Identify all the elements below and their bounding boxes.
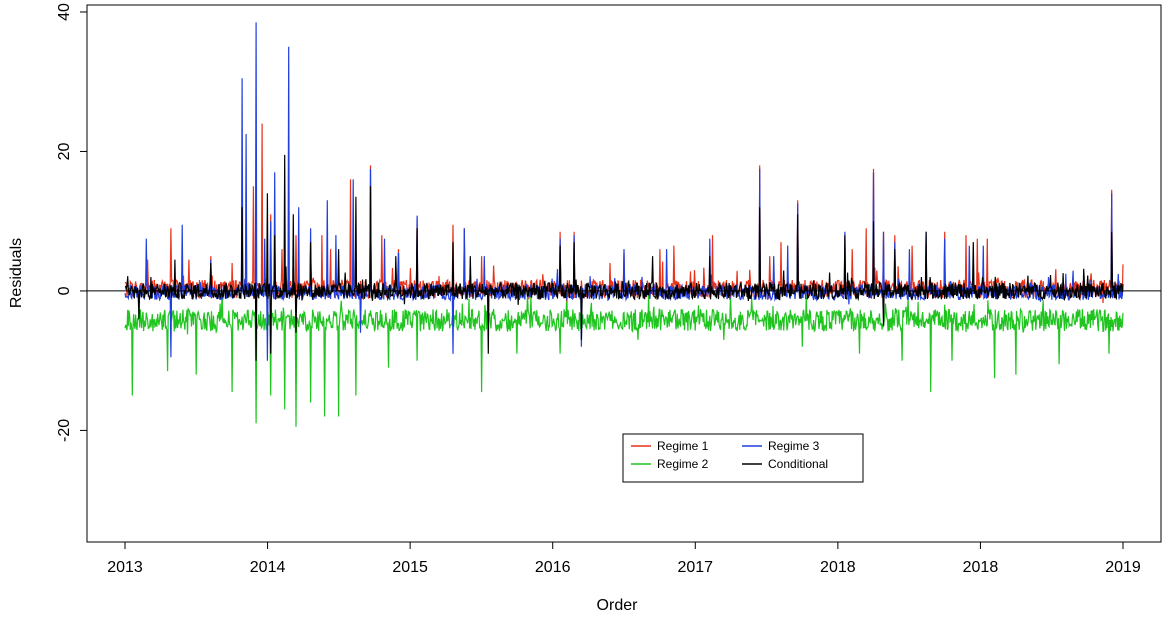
y-axis: -20 0 20 40	[56, 3, 88, 442]
series-line-conditional	[124, 154, 1124, 361]
y-tick-label: 40	[56, 3, 73, 21]
y-axis-title: Residuals	[8, 238, 25, 308]
x-tick-label: 2015	[392, 559, 428, 576]
legend-label: Conditional	[768, 457, 828, 471]
x-tick-label: 2018	[963, 559, 999, 576]
x-tick-label: 2016	[535, 559, 571, 576]
x-axis: 2013 2014 2015 2016 2017 2018 2018 2019	[107, 541, 1141, 576]
legend-label: Regime 2	[657, 457, 709, 471]
legend-label: Regime 3	[768, 439, 820, 453]
y-tick-label: 20	[56, 142, 73, 160]
x-tick-label: 2018	[820, 559, 856, 576]
y-tick-label: -20	[56, 419, 73, 442]
legend: Regime 1 Regime 2 Regime 3 Conditional	[622, 433, 864, 483]
x-tick-label: 2019	[1105, 559, 1141, 576]
legend-box	[622, 433, 864, 483]
x-tick-label: 2013	[107, 559, 143, 576]
series-line-regime-2	[124, 288, 1124, 427]
x-axis-title: Order	[597, 597, 639, 614]
legend-label: Regime 1	[657, 439, 709, 453]
y-tick-label: 0	[56, 286, 73, 295]
x-tick-label: 2014	[250, 559, 286, 576]
x-tick-label: 2017	[677, 559, 713, 576]
series-layer	[124, 22, 1124, 427]
